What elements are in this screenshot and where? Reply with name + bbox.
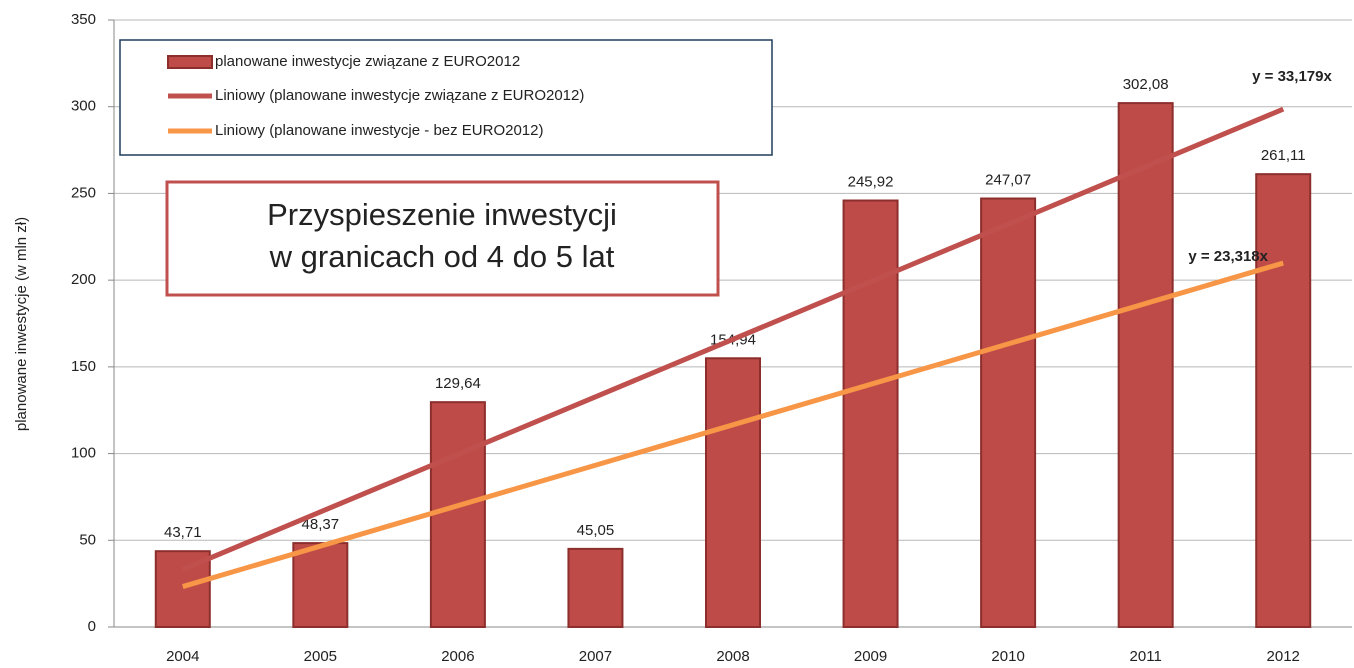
x-tick-label: 2012 — [1267, 648, 1300, 665]
x-tick-label: 2008 — [716, 648, 749, 665]
bar — [705, 357, 761, 628]
trendline-equation: y = 33,179x — [1252, 68, 1332, 85]
x-tick-label: 2009 — [854, 648, 887, 665]
x-tick-label: 2011 — [1130, 648, 1162, 665]
y-tick-label: 200 — [71, 271, 96, 288]
y-tick-label: 50 — [79, 531, 96, 548]
annotation-box — [165, 180, 720, 297]
bar — [980, 197, 1037, 628]
trendline — [181, 106, 1285, 572]
bar — [1255, 173, 1312, 629]
y-tick-label: 250 — [71, 184, 96, 201]
trendline — [182, 260, 1284, 589]
data-label: 45,05 — [577, 522, 615, 539]
y-tick-label: 150 — [71, 358, 96, 375]
legend-swatch — [167, 55, 213, 69]
data-label: 261,11 — [1261, 147, 1306, 164]
bar — [567, 547, 624, 628]
y-tick-label: 350 — [71, 11, 96, 28]
y-axis-label: planowane inwestycje (w mln zł) — [13, 217, 30, 431]
data-label: 247,07 — [985, 171, 1031, 188]
y-tick-label: 0 — [88, 618, 96, 635]
x-tick-label: 2004 — [166, 648, 199, 665]
bar — [292, 542, 349, 629]
annotation-text: Przyspieszenie inwestycji — [267, 197, 617, 232]
annotation-text: w granicach od 4 do 5 lat — [269, 239, 615, 274]
x-tick-label: 2010 — [991, 648, 1024, 665]
x-tick-label: 2006 — [441, 648, 474, 665]
y-tick-label: 300 — [71, 98, 96, 115]
legend-label: planowane inwestycje związane z EURO2012 — [215, 53, 520, 70]
data-label: 48,37 — [302, 516, 340, 533]
data-label: 129,64 — [435, 375, 481, 392]
data-label: 302,08 — [1123, 76, 1169, 93]
y-tick-label: 100 — [71, 445, 96, 462]
data-label: 245,92 — [848, 173, 894, 190]
bar — [429, 401, 486, 628]
legend-label: Liniowy (planowane inwestycje związane z… — [215, 87, 584, 104]
legend-label: Liniowy (planowane inwestycje - bez EURO… — [215, 122, 544, 139]
x-tick-label: 2005 — [304, 648, 337, 665]
trendline-equation: y = 23,318x — [1188, 248, 1268, 265]
data-label: 43,71 — [164, 524, 202, 541]
bar — [1117, 102, 1174, 628]
legend-box — [119, 39, 773, 156]
bar — [842, 199, 899, 628]
x-tick-label: 2007 — [579, 648, 612, 665]
